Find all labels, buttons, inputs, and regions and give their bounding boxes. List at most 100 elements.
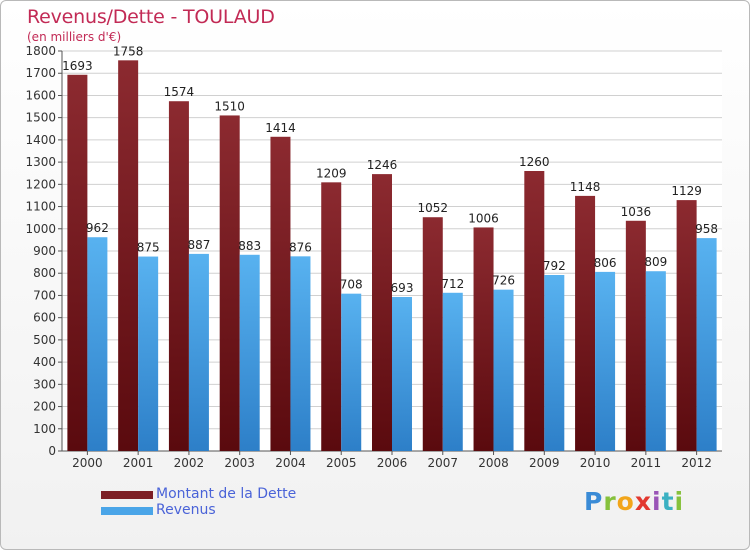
data-label-revenus: 693 [391, 281, 414, 295]
x-tick-label: 2002 [174, 456, 205, 470]
bar-dette [473, 227, 494, 451]
logo-letter: P [584, 487, 604, 516]
data-label-dette: 1260 [519, 155, 550, 169]
y-tick-label: 200 [33, 400, 56, 414]
logo-letter: r [603, 487, 617, 516]
y-tick-label: 1000 [25, 222, 56, 236]
bar-dette [118, 60, 139, 451]
x-tick-label: 2008 [478, 456, 509, 470]
x-tick-label: 2005 [326, 456, 357, 470]
bar-dette [422, 217, 443, 451]
data-label-dette: 1246 [367, 158, 398, 172]
y-tick-label: 0 [48, 444, 56, 458]
y-tick-label: 800 [33, 266, 56, 280]
data-label-revenus: 708 [340, 278, 363, 292]
bar-revenus [696, 238, 717, 451]
data-label-dette: 1052 [417, 201, 448, 215]
data-label-dette: 1036 [621, 205, 652, 219]
data-label-dette: 1510 [214, 99, 245, 113]
bar-revenus [544, 275, 565, 451]
legend-swatch-dette [101, 491, 153, 499]
bar-dette [625, 220, 646, 451]
bar-revenus [87, 237, 108, 451]
bar-revenus [290, 256, 311, 451]
data-label-dette: 1414 [265, 121, 296, 135]
y-tick-label: 100 [33, 422, 56, 436]
legend-label-revenus: Revenus [156, 502, 216, 518]
data-label-dette: 1006 [468, 211, 499, 225]
data-label-revenus: 962 [86, 221, 109, 235]
bar-dette [372, 174, 392, 451]
x-tick-label: 2006 [377, 456, 408, 470]
y-tick-label: 1500 [25, 111, 56, 125]
logo-letter: i [652, 487, 662, 516]
y-tick-label: 900 [33, 244, 56, 258]
y-tick-label: 1700 [25, 66, 56, 80]
data-label-revenus: 887 [187, 238, 210, 252]
data-label-dette: 1758 [113, 44, 144, 58]
bar-revenus [442, 292, 463, 451]
data-label-revenus: 876 [289, 240, 312, 254]
bar-revenus [645, 271, 666, 451]
x-tick-label: 2000 [72, 456, 103, 470]
bar-dette [219, 115, 240, 451]
y-tick-label: 700 [33, 288, 56, 302]
logo-letter: i [674, 487, 685, 516]
data-label-revenus: 726 [492, 274, 515, 288]
x-tick-label: 2003 [224, 456, 255, 470]
data-label-dette: 1209 [316, 166, 347, 180]
y-tick-label: 1400 [25, 133, 56, 147]
y-tick-label: 1300 [25, 155, 56, 169]
data-label-revenus: 958 [695, 222, 718, 236]
bar-dette [270, 136, 291, 451]
y-tick-label: 1800 [25, 44, 56, 58]
bar-revenus [341, 293, 362, 451]
x-tick-label: 2012 [681, 456, 712, 470]
y-tick-label: 600 [33, 311, 56, 325]
bar-dette [168, 101, 189, 451]
logo-letter: o [616, 487, 635, 516]
y-tick-label: 1600 [25, 88, 56, 102]
data-label-revenus: 712 [441, 277, 464, 291]
bar-revenus [138, 256, 159, 451]
data-label-revenus: 875 [137, 241, 160, 255]
proxiti-logo: Proxiti [584, 487, 684, 516]
logo-letter: x [634, 487, 652, 516]
bar-revenus [188, 253, 209, 451]
data-label-revenus: 883 [238, 239, 261, 253]
chart-title: Revenus/Dette - TOULAUD [27, 6, 275, 28]
legend-swatch-revenus [101, 507, 153, 515]
bar-revenus [239, 254, 260, 451]
bar-dette [575, 195, 596, 451]
y-tick-label: 400 [33, 355, 56, 369]
data-label-revenus: 792 [543, 259, 566, 273]
bar-dette [676, 200, 697, 451]
logo-letter: t [661, 487, 675, 516]
chart-subtitle: (en milliers d'€) [27, 30, 122, 44]
bar-dette [321, 182, 342, 452]
x-tick-label: 2011 [631, 456, 662, 470]
bar-revenus [392, 297, 412, 451]
y-tick-label: 1200 [25, 177, 56, 191]
data-label-dette: 1148 [570, 180, 601, 194]
x-tick-label: 2004 [275, 456, 306, 470]
y-tick-label: 500 [33, 333, 56, 347]
data-label-revenus: 806 [594, 256, 617, 270]
data-label-dette: 1129 [671, 184, 702, 198]
data-label-revenus: 809 [644, 255, 667, 269]
y-tick-label: 1100 [25, 200, 56, 214]
data-label-dette: 1693 [62, 59, 93, 73]
data-label-dette: 1574 [164, 85, 195, 99]
x-tick-label: 2001 [123, 456, 154, 470]
y-tick-label: 300 [33, 377, 56, 391]
x-tick-label: 2007 [427, 456, 458, 470]
bar-revenus [595, 271, 616, 451]
bar-revenus [493, 289, 514, 451]
legend-label-dette: Montant de la Dette [156, 486, 297, 502]
bar-dette [524, 171, 545, 451]
bar-dette [67, 74, 88, 452]
x-tick-label: 2010 [580, 456, 611, 470]
x-tick-label: 2009 [529, 456, 560, 470]
